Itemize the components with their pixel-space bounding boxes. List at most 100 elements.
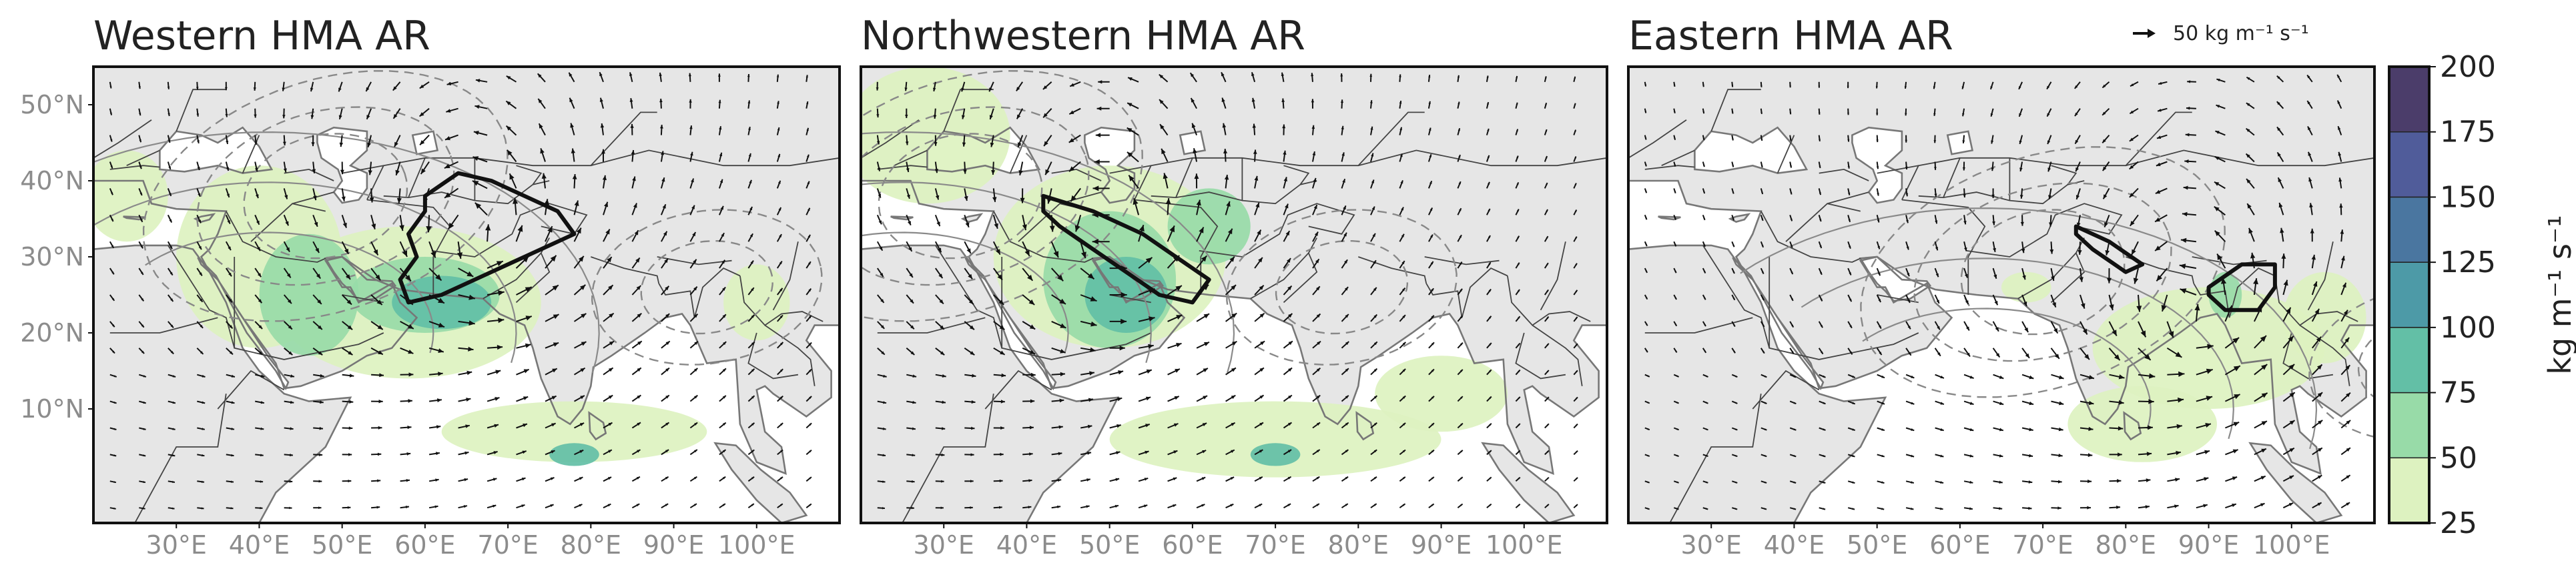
wind-arrow-head [1820,325,1823,328]
wind-arrow-head [110,139,113,142]
wind-arrow-head [375,274,381,281]
wind-arrow-head [290,427,294,430]
wind-arrow-head [540,148,545,154]
wind-arrow-head [806,127,809,131]
border-line [1819,168,1869,181]
wind-arrow-head [1345,504,1348,506]
wind-arrow-head [779,261,782,265]
ar-boundary-western [398,171,577,305]
wind-arrow-head [1876,166,1879,169]
wind-arrow-head [466,398,471,402]
wind-arrow-head [260,506,263,510]
wind-arrow-head [1098,80,1102,84]
wind-arrow-head [1159,99,1164,104]
wind-arrow-head [1575,263,1577,265]
wind-arrow-head [1311,125,1315,129]
wind-arrow-head [1965,300,1969,305]
border-line [739,275,824,326]
wind-arrow-head [525,316,532,321]
negative-contour [243,133,408,259]
wind-arrow-head [1647,375,1650,377]
wind-arrow-head [2161,305,2167,312]
lon-tick-label: 30°E [146,530,207,560]
wind-arrow-head [1259,368,1264,372]
wind-arrow-head [1094,159,1100,165]
land-africa [1628,245,1886,523]
wind-arrow-head [1399,153,1403,157]
wind-arrow-head [200,351,204,354]
wind-arrow-head [138,86,141,89]
lat-tick-label: 20°N [20,318,84,348]
wind-arrow-head [258,273,262,277]
wind-arrow-head [168,166,171,169]
positive-contour [93,131,600,374]
wind-arrow-head [2261,393,2268,398]
wind-arrow-head [2144,354,2151,360]
wind-arrow-head [723,422,726,426]
wind-arrow-head [495,397,500,401]
wind-arrow-head [809,504,812,506]
wind-arrow-head [168,113,170,116]
wind-arrow-head [1028,299,1035,305]
wind-arrow-head [2182,211,2188,217]
lon-tick-label: 60°E [1162,530,1223,560]
wind-arrow-head [1127,103,1133,107]
wind-arrow-head [2132,249,2136,255]
wind-arrow-head [1222,123,1227,128]
wind-arrow-head [1126,127,1133,133]
wind-arrow-head [2157,135,2162,139]
wind-arrow-head [1761,191,1763,194]
wind-arrow-head [468,294,475,300]
wind-arrow-head [881,351,885,355]
wind-arrow-head [1173,504,1177,508]
wind-arrow-head [1999,428,2003,432]
wind-arrow-head [719,179,723,183]
wind-arrow-head [1029,324,1036,330]
wind-arrow-head [1790,218,1793,221]
wind-arrow-head [2148,425,2153,430]
wind-arrow-head [2019,113,2022,117]
wind-arrow-head [1545,156,1548,159]
lon-tick-label: 50°E [312,530,372,560]
border-line [1760,211,1861,263]
wind-arrow-head [544,199,549,205]
wind-arrow-head [172,375,176,378]
wind-arrow-head [1486,75,1489,78]
wind-arrow-head [2079,277,2083,282]
wind-arrow-head [2214,181,2220,186]
wind-arrow-head [1345,450,1349,453]
wind-arrow-head [1518,424,1520,426]
wind-arrow-head [141,324,144,328]
wind-arrow-head [1457,75,1460,78]
wind-arrow-head [200,298,203,302]
wind-arrow-head [2215,131,2220,134]
wind-arrow-head [1311,73,1314,77]
wind-arrow-head [808,288,812,292]
ivt-blob [1109,401,1441,478]
wind-arrow-head [972,374,976,378]
wind-arrow-head [2049,249,2054,254]
wind-arrow-head [608,422,613,426]
wind-arrow-head [1847,85,1849,89]
wind-arrow-head [747,100,751,103]
wind-arrow-head [1911,428,1915,431]
wind-arrow-head [607,477,612,480]
wind-arrow-head [1907,326,1911,330]
wind-arrow-head [1029,452,1033,456]
border-line [1283,252,1318,304]
wind-arrow-head [1119,346,1125,351]
wind-arrow-head [942,427,946,430]
wind-arrow-head [1516,182,1519,185]
border-line [2307,241,2334,311]
wind-arrow-head [464,451,469,455]
border-line [658,283,695,318]
wind-arrow-head [1312,151,1316,155]
border-line [1109,111,1425,174]
wind-arrow-head [1431,342,1434,346]
wind-arrow-head [969,325,974,330]
wind-arrow-head [1227,228,1233,235]
ivt-blob [93,150,168,242]
border-line [764,324,816,386]
wind-arrow-head [722,368,726,372]
wind-arrow-head [1373,314,1377,318]
